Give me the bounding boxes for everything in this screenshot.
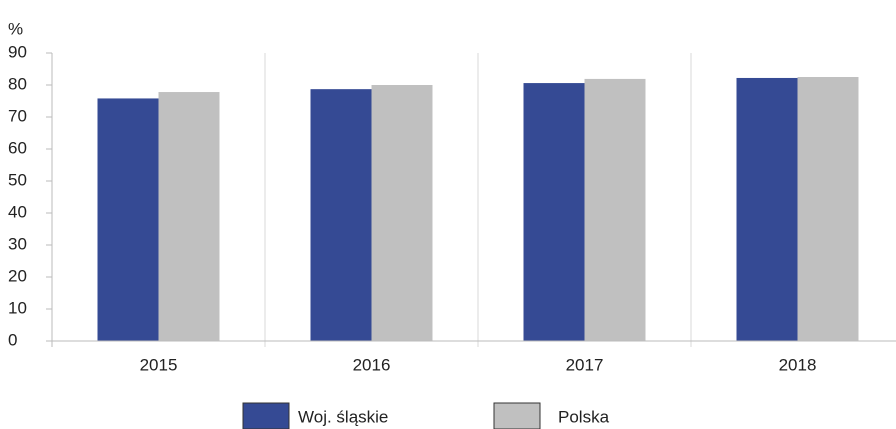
y-tick-label: 30 [8,234,27,253]
y-tick-label: 10 [8,298,27,317]
bar [523,83,585,341]
x-tick-label: 2015 [140,355,178,374]
y-axis-label: % [8,19,23,38]
x-tick-label: 2017 [566,355,604,374]
y-tick-label: 90 [8,42,27,61]
bar [736,77,798,342]
bar [584,78,646,342]
y-tick-label: 60 [8,138,27,157]
legend-swatch [242,402,290,429]
legend-swatch [493,402,541,429]
y-tick-label: 80 [8,74,27,93]
bar [310,89,372,341]
bar [797,77,859,341]
bar [371,85,433,341]
bar [158,92,220,341]
y-tick-label: 20 [8,266,27,285]
y-tick-label: 40 [8,202,27,221]
legend-label: Woj. śląskie [298,407,388,426]
y-tick-label: 50 [8,170,27,189]
legend-label: Polska [558,407,610,426]
bar [97,98,159,341]
x-tick-label: 2018 [779,355,817,374]
y-tick-label: 0 [8,330,17,349]
x-tick-label: 2016 [353,355,391,374]
y-tick-label: 70 [8,106,27,125]
